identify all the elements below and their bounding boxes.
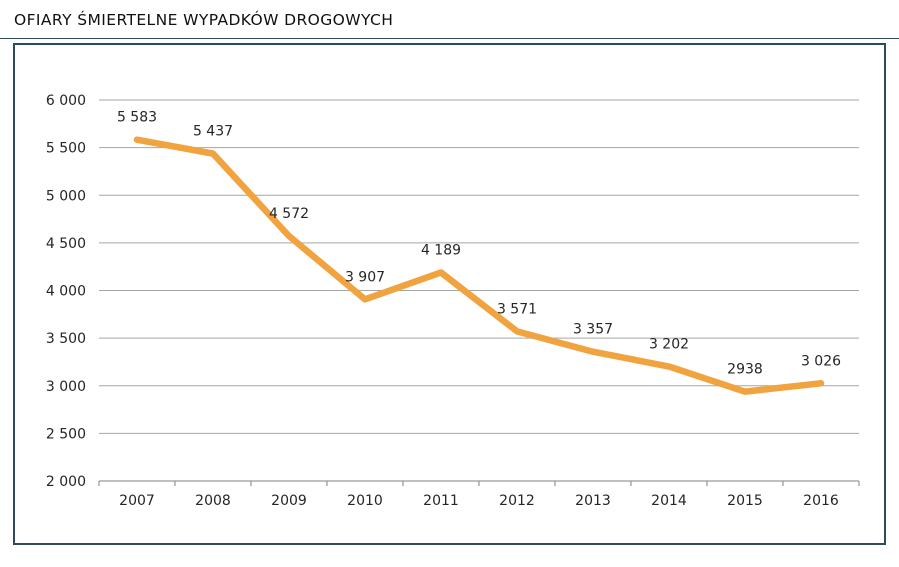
y-tick-label: 6 000 [46, 93, 86, 109]
point-label: 4 189 [421, 242, 461, 258]
y-tick-label: 2 500 [46, 426, 86, 442]
point-label: 3 357 [573, 322, 613, 338]
point-label: 3 202 [649, 337, 689, 353]
x-tick-label: 2014 [651, 493, 687, 509]
y-tick-label: 2 000 [46, 474, 86, 490]
x-tick-label: 2007 [119, 493, 155, 509]
y-tick-label: 3 000 [46, 379, 86, 395]
title-underline [0, 38, 899, 39]
x-tick-label: 2009 [271, 493, 307, 509]
x-tick-label: 2016 [803, 493, 839, 509]
y-tick-label: 4 500 [46, 236, 86, 252]
x-tick-label: 2012 [499, 493, 535, 509]
chart-frame [13, 43, 886, 545]
point-label: 4 572 [269, 206, 309, 222]
series-line [133, 136, 825, 395]
y-tick-label: 3 500 [46, 331, 86, 347]
point-label: 5 437 [193, 124, 233, 140]
x-tick-label: 2011 [423, 493, 459, 509]
point-label: 3 907 [345, 269, 385, 285]
y-tick-label: 5 000 [46, 188, 86, 204]
point-label: 3 026 [801, 353, 841, 369]
y-tick-label: 4 000 [46, 284, 86, 300]
x-tick-label: 2015 [727, 493, 763, 509]
x-tick-label: 2008 [195, 493, 231, 509]
chart-title: OFIARY ŚMIERTELNE WYPADKÓW DROGOWYCH [14, 11, 394, 29]
point-label: 5 583 [117, 110, 157, 126]
x-tick-label: 2013 [575, 493, 611, 509]
point-label: 3 571 [497, 301, 537, 317]
x-tick-label: 2010 [347, 493, 383, 509]
y-tick-label: 5 500 [46, 141, 86, 157]
point-label: 2938 [727, 362, 763, 378]
